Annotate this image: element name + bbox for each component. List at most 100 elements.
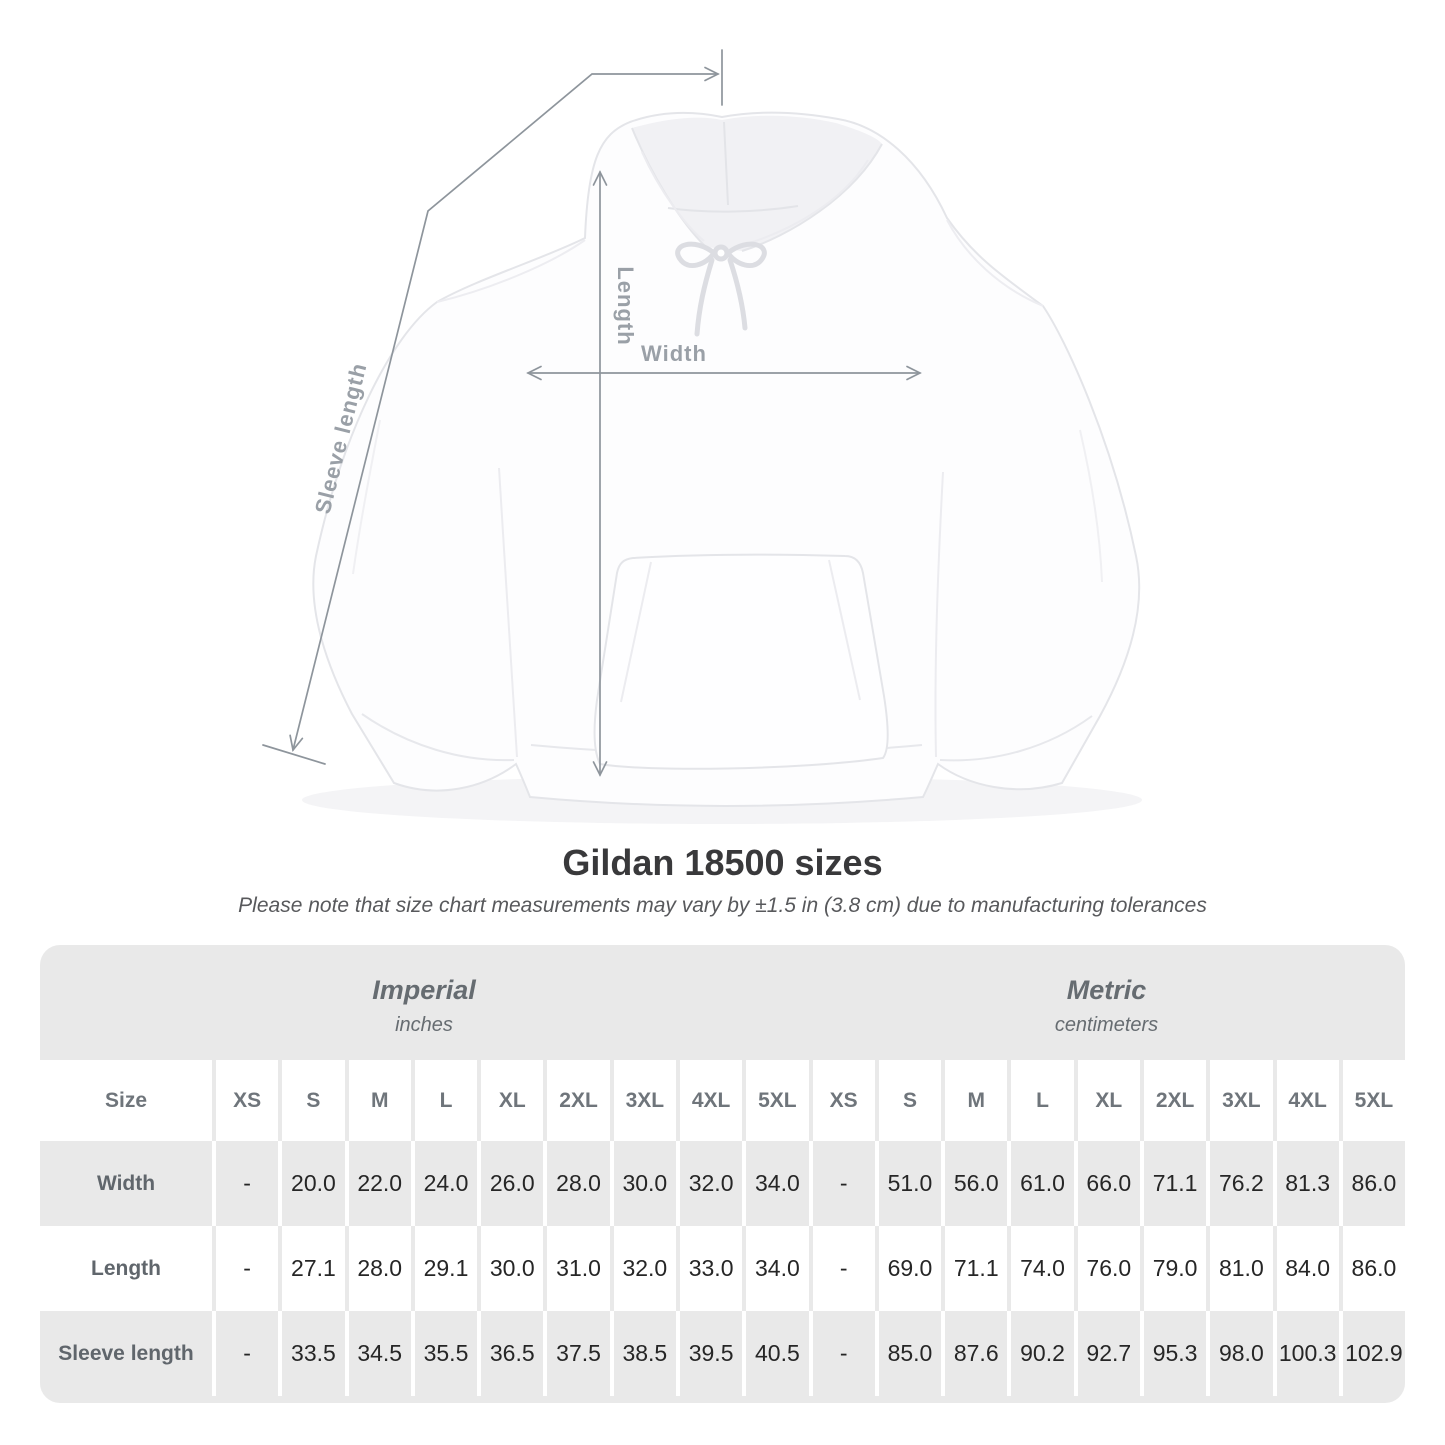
left-shoulder-seam (436, 239, 586, 303)
length-dimension-label: Length (613, 266, 638, 345)
imperial-value-cell: - (216, 1141, 279, 1226)
metric-value-cell: 95.3 (1143, 1311, 1207, 1396)
metric-value-cell: 76.0 (1077, 1226, 1140, 1311)
size-header-metric: M (945, 1060, 1008, 1141)
imperial-value-cell: 40.5 (746, 1311, 809, 1396)
imperial-value-cell: 33.0 (679, 1226, 743, 1311)
imperial-value-cell: - (216, 1226, 279, 1311)
imperial-value-cell: 22.0 (348, 1141, 411, 1226)
hoodie-measurement-diagram: Width Length Sleeve length (262, 49, 1142, 824)
width-dimension-line (526, 365, 922, 381)
size-header-imperial: M (348, 1060, 411, 1141)
hoodie-illustration (302, 111, 1142, 824)
size-header-imperial: XS (216, 1060, 279, 1141)
metric-value-cell: - (812, 1226, 875, 1311)
hood-inner-seam-vertical (723, 121, 729, 206)
metric-group-subtitle: centimeters (1054, 1013, 1159, 1036)
imperial-value-cell: 24.0 (414, 1141, 478, 1226)
imperial-value-cell: 34.0 (746, 1226, 809, 1311)
hoodie-diagram-svg: Width Length Sleeve length (262, 49, 1142, 824)
size-column-header: Size (40, 1060, 212, 1141)
imperial-group-subtitle: inches (395, 1013, 453, 1036)
imperial-value-cell: 36.5 (481, 1311, 544, 1396)
imperial-value-cell: 35.5 (414, 1311, 478, 1396)
metric-group-header: Metric centimeters (808, 945, 1405, 1060)
table-row: Sleeve length -33.5 34.5 35.5 36.5 37.5 38.5 39… (40, 1311, 1405, 1396)
size-table-body: Width -20.0 22.0 24.0 26.0 28.0 30.0 32.0 34.0-5… (40, 1141, 1405, 1396)
metric-value-cell: 84.0 (1276, 1226, 1339, 1311)
size-header-metric: L (1011, 1060, 1074, 1141)
unit-group-header: Imperial inches Metric centimeters (40, 945, 1405, 1060)
drawstring-left (694, 257, 715, 337)
width-arrowhead-left (526, 365, 542, 381)
drawstring-bow-left-loop (675, 241, 717, 269)
metric-value-cell: 81.3 (1276, 1141, 1339, 1226)
imperial-value-cell: 38.5 (613, 1311, 676, 1396)
right-sleeve-crease (1079, 429, 1103, 583)
right-sleeve-inner-seam (934, 471, 944, 758)
metric-value-cell: 61.0 (1011, 1141, 1074, 1226)
left-cuff-seam (361, 713, 515, 762)
size-header-imperial: 3XL (613, 1060, 676, 1141)
metric-value-cell: 71.1 (945, 1226, 1008, 1311)
imperial-value-cell: 31.0 (547, 1226, 610, 1311)
metric-value-cell: 86.0 (1342, 1226, 1405, 1311)
table-bottom-padding (40, 1396, 1405, 1403)
imperial-value-cell: 32.0 (679, 1141, 743, 1226)
length-arrowhead-top (592, 170, 608, 186)
metric-value-cell: 92.7 (1077, 1311, 1140, 1396)
imperial-value-cell: 26.0 (481, 1141, 544, 1226)
size-header-imperial: L (414, 1060, 478, 1141)
size-header-metric: 4XL (1276, 1060, 1339, 1141)
size-header-metric: S (878, 1060, 942, 1141)
imperial-value-cell: 27.1 (282, 1226, 345, 1311)
row-label: Length (40, 1226, 212, 1311)
size-header-imperial: 2XL (547, 1060, 610, 1141)
right-cuff-seam (939, 715, 1093, 762)
pocket-left-opening-seam (620, 561, 652, 703)
size-header-metric: XS (812, 1060, 875, 1141)
hood-drawcord-channel-right (745, 159, 869, 245)
size-header-imperial: XL (481, 1060, 544, 1141)
imperial-value-cell: 37.5 (547, 1311, 610, 1396)
metric-value-cell: 66.0 (1077, 1141, 1140, 1226)
metric-value-cell: 98.0 (1210, 1311, 1273, 1396)
width-arrowhead-right (906, 365, 922, 381)
metric-value-cell: 86.0 (1342, 1141, 1405, 1226)
right-shoulder-seam (946, 219, 1044, 307)
imperial-group-header: Imperial inches (40, 945, 808, 1060)
size-table: Imperial inches Metric centimeters Size X… (40, 945, 1405, 1403)
metric-value-cell: 56.0 (945, 1141, 1008, 1226)
metric-value-cell: - (812, 1311, 875, 1396)
sleeve-arrowhead-top (704, 66, 720, 82)
size-header-imperial: 5XL (746, 1060, 809, 1141)
size-header-imperial: 4XL (679, 1060, 743, 1141)
sleeve-length-dimension-line (262, 49, 723, 765)
hoodie-silhouette (312, 111, 1141, 807)
imperial-value-cell: 20.0 (282, 1141, 345, 1226)
metric-value-cell: 102.9 (1342, 1311, 1405, 1396)
metric-value-cell: - (812, 1141, 875, 1226)
left-sleeve-inner-seam (498, 467, 518, 758)
imperial-value-cell: 32.0 (613, 1226, 676, 1311)
hood-interior (632, 115, 882, 251)
hood-inner-seam-horizontal (667, 205, 799, 213)
metric-value-cell: 69.0 (878, 1226, 942, 1311)
metric-value-cell: 51.0 (878, 1141, 942, 1226)
metric-group-title: Metric (1066, 974, 1147, 1005)
imperial-value-cell: 34.5 (348, 1311, 411, 1396)
sleeve-end-tick-bottom (262, 744, 326, 765)
size-header-metric: XL (1077, 1060, 1140, 1141)
left-sleeve-crease (352, 419, 381, 575)
imperial-value-cell: 29.1 (414, 1226, 478, 1311)
imperial-value-cell: 28.0 (547, 1141, 610, 1226)
row-label: Sleeve length (40, 1311, 212, 1396)
imperial-value-cell: 30.0 (613, 1141, 676, 1226)
tolerance-note: Please note that size chart measurements… (238, 894, 1207, 917)
pocket-right-opening-seam (828, 559, 861, 701)
width-dimension-label: Width (641, 341, 707, 366)
table-row: Width -20.0 22.0 24.0 26.0 28.0 30.0 32.0 34.0-5… (40, 1141, 1405, 1226)
size-header-imperial: S (282, 1060, 345, 1141)
imperial-value-cell: - (216, 1311, 279, 1396)
metric-value-cell: 81.0 (1210, 1226, 1273, 1311)
